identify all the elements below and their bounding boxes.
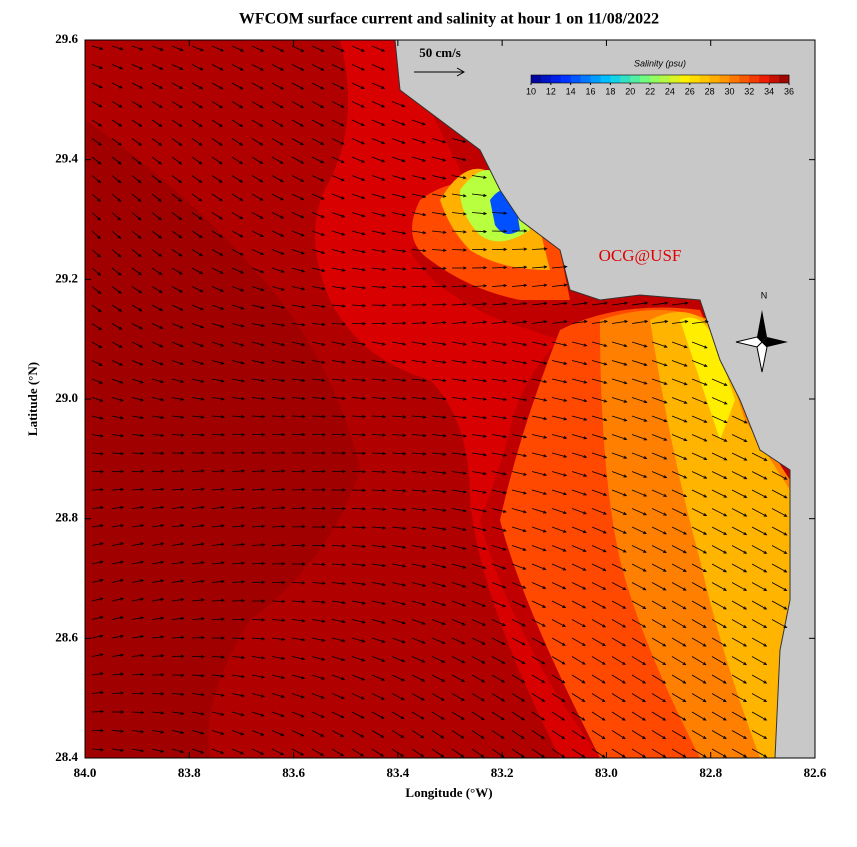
colorbar-tick-label: 30 <box>724 86 734 96</box>
colorbar-cell <box>680 75 690 83</box>
scale-label: 50 cm/s <box>419 45 461 60</box>
colorbar-tick-label: 24 <box>665 86 675 96</box>
colorbar-cell <box>650 75 660 83</box>
colorbar-cell <box>531 75 541 83</box>
x-tick-label: 83.0 <box>595 765 618 780</box>
x-tick-label: 84.0 <box>74 765 97 780</box>
colorbar-cell <box>541 75 551 83</box>
colorbar-tick-label: 32 <box>744 86 754 96</box>
x-tick-label: 82.8 <box>699 765 722 780</box>
colorbar-cell <box>591 75 601 83</box>
current-vector <box>232 638 244 639</box>
colorbar-tick-label: 10 <box>526 86 536 96</box>
current-vector <box>372 453 385 454</box>
current-vector <box>372 472 385 473</box>
current-vector <box>252 620 264 621</box>
colorbar-cell <box>779 75 789 83</box>
x-tick-label: 83.6 <box>282 765 305 780</box>
colorbar-tick-label: 26 <box>685 86 695 96</box>
colorbar-cell <box>710 75 720 83</box>
colorbar-tick-label: 12 <box>546 86 556 96</box>
colorbar-tick-label: 20 <box>625 86 635 96</box>
current-vector <box>452 250 466 251</box>
watermark: OCG@USF <box>599 246 682 265</box>
chart-title: WFCOM surface current and salinity at ho… <box>239 11 659 28</box>
current-vector <box>312 564 325 565</box>
y-tick-label: 29.2 <box>55 270 78 285</box>
colorbar-tick-label: 36 <box>784 86 794 96</box>
colorbar-cell <box>630 75 640 83</box>
y-tick-label: 28.4 <box>55 749 78 764</box>
x-tick-label: 82.6 <box>804 765 827 780</box>
colorbar-cell <box>561 75 571 83</box>
y-tick-label: 28.8 <box>55 510 78 525</box>
colorbar-cell <box>660 75 670 83</box>
colorbar-cell <box>739 75 749 83</box>
current-vector <box>292 508 305 509</box>
colorbar-cell <box>600 75 610 83</box>
colorbar-title: Salinity (psu) <box>634 58 686 68</box>
colorbar-tick-label: 16 <box>586 86 596 96</box>
current-vector <box>392 323 406 324</box>
y-tick-label: 28.6 <box>55 629 78 644</box>
salinity-field <box>85 40 815 758</box>
colorbar-tick-label: 22 <box>645 86 655 96</box>
colorbar-cell <box>610 75 620 83</box>
colorbar-tick-label: 34 <box>764 86 774 96</box>
y-tick-label: 29.6 <box>55 31 78 46</box>
colorbar-cell <box>581 75 591 83</box>
colorbar-cell <box>620 75 630 83</box>
colorbar-tick-label: 18 <box>605 86 615 96</box>
y-tick-label: 29.0 <box>55 390 78 405</box>
current-vector <box>172 471 184 472</box>
compass-label: N <box>761 290 768 300</box>
colorbar-cell <box>690 75 700 83</box>
current-vector <box>192 435 204 436</box>
x-tick-label: 83.8 <box>178 765 201 780</box>
colorbar-cell <box>720 75 730 83</box>
colorbar-cell <box>670 75 680 83</box>
x-tick-label: 83.4 <box>386 765 409 780</box>
colorbar-cell <box>551 75 561 83</box>
colorbar-tick-label: 14 <box>566 86 576 96</box>
colorbar-cell <box>640 75 650 83</box>
colorbar-cell <box>571 75 581 83</box>
colorbar-cell <box>700 75 710 83</box>
x-axis-label: Longitude (°W) <box>405 785 492 800</box>
y-axis-label: Latitude (°N) <box>25 362 40 436</box>
colorbar-tick-label: 28 <box>705 86 715 96</box>
colorbar-cell <box>749 75 759 83</box>
colorbar-cell <box>759 75 769 83</box>
y-tick-label: 29.4 <box>55 151 78 166</box>
colorbar-cell <box>769 75 779 83</box>
x-tick-label: 83.2 <box>491 765 514 780</box>
colorbar-cell <box>729 75 739 83</box>
